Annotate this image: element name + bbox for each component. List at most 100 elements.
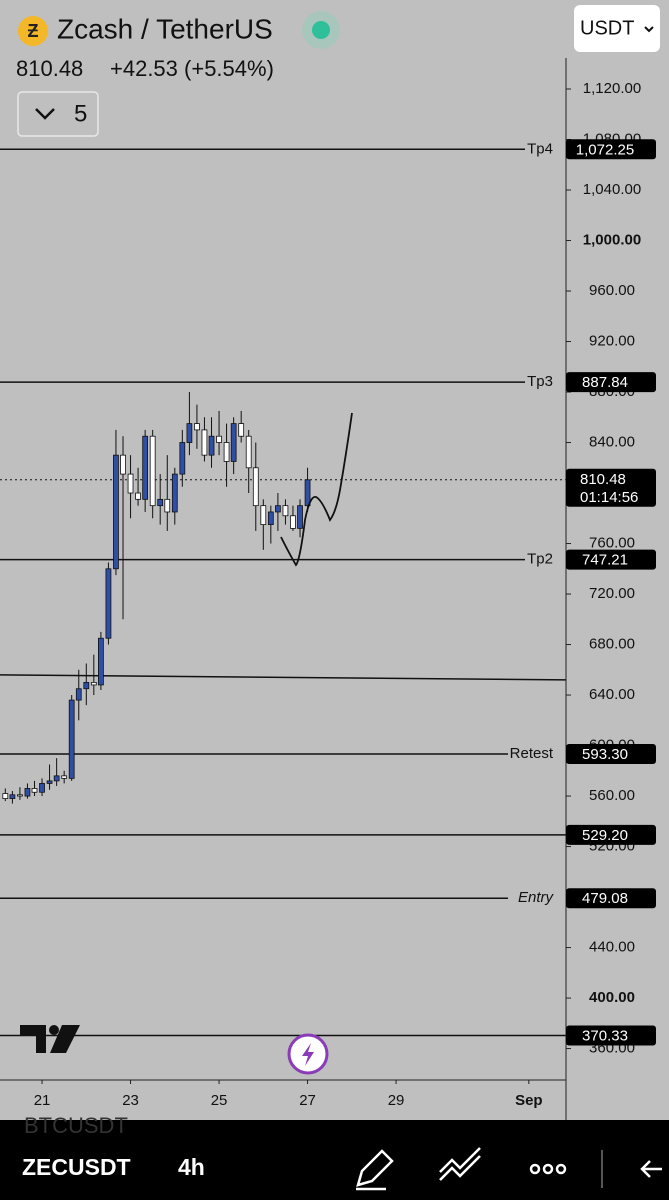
interval-dropdown[interactable]	[17, 91, 99, 137]
x-tick-label: 25	[211, 1092, 228, 1109]
level-price: 479.08	[582, 890, 628, 907]
level-price-box	[566, 372, 656, 393]
bottom-bar	[0, 1120, 669, 1200]
candle-body	[297, 505, 303, 529]
y-tick-label: 1,040.00	[583, 181, 641, 198]
x-tick-label: 23	[122, 1092, 139, 1109]
currency-label: USDT	[580, 17, 634, 39]
draw-tool-icon[interactable]	[356, 1149, 394, 1191]
candle-body	[75, 688, 82, 701]
y-tick-label: 760.00	[589, 535, 635, 552]
level-price: 1,072.25	[576, 141, 634, 158]
level-price-box	[566, 549, 656, 570]
coin-logo-glyph: Ƶ	[28, 21, 39, 41]
candle-body	[275, 505, 281, 513]
candle-body	[304, 479, 311, 507]
coin-logo	[18, 16, 48, 46]
level-name: Entry	[518, 889, 555, 906]
symbol-name: Zcash / TetherUS	[57, 13, 273, 44]
candle-body	[113, 454, 119, 570]
candle-body	[83, 682, 90, 690]
level-price: 370.33	[582, 1027, 628, 1044]
candle-body	[31, 788, 38, 793]
candle-body	[164, 498, 171, 513]
level-price-box	[566, 888, 656, 909]
level-price-box	[566, 1025, 656, 1046]
candle-body	[171, 473, 178, 513]
plot: 1,120.001,080.001,040.001,000.00960.0092…	[0, 80, 641, 1109]
y-tick-label: 680.00	[589, 636, 635, 653]
trend-line	[0, 674, 567, 681]
footer-interval[interactable]: 4h	[178, 1154, 205, 1180]
level-price-box	[566, 139, 656, 160]
candle-body	[186, 423, 193, 443]
x-tick-label: 29	[388, 1092, 405, 1109]
candle-body	[290, 515, 296, 529]
more-icon[interactable]	[529, 1163, 567, 1175]
back-icon[interactable]	[640, 1160, 662, 1178]
candle-body	[179, 442, 186, 475]
tradingview-logo	[20, 1025, 80, 1053]
footer-symbol[interactable]: ZECUSDT	[22, 1154, 131, 1180]
lightning-icon	[302, 1043, 314, 1066]
candle-body	[90, 682, 97, 686]
y-tick-label: 560.00	[589, 787, 635, 804]
candle-body	[282, 505, 289, 517]
candle-body	[68, 699, 75, 779]
candle-body	[53, 775, 60, 782]
candle-body	[142, 435, 149, 500]
header-price: 810.48	[16, 56, 83, 81]
candle-body	[157, 498, 164, 507]
candle-body	[260, 505, 267, 525]
candle-body	[149, 435, 156, 507]
candle-body	[267, 511, 274, 525]
candle-body	[223, 442, 230, 462]
candle-body	[252, 467, 259, 507]
candle-body	[105, 568, 112, 639]
candle-body	[17, 794, 23, 797]
candle-body	[98, 637, 104, 686]
candle-body	[61, 775, 68, 779]
last-price-label: 810.48	[580, 471, 626, 488]
y-tick-label: 840.00	[589, 433, 635, 450]
y-tick-label: 1,000.00	[583, 231, 641, 248]
drawn-projection	[280, 412, 353, 567]
level-price: 529.20	[582, 827, 628, 844]
indicators-icon[interactable]	[439, 1147, 481, 1181]
last-price-box	[566, 468, 656, 507]
candle-body	[201, 429, 208, 456]
level-price: 747.21	[582, 552, 628, 569]
y-tick-label: 440.00	[589, 939, 635, 956]
candle-body	[127, 473, 134, 494]
candle-body	[9, 794, 16, 799]
candle-body	[39, 783, 45, 793]
x-tick-label: 21	[34, 1092, 51, 1109]
candle-body	[230, 423, 237, 462]
currency-chevron	[644, 26, 654, 33]
y-tick-label: 400.00	[589, 989, 635, 1006]
y-tick-label: 1,120.00	[583, 80, 641, 97]
candle-body	[24, 788, 31, 797]
level-price-box	[566, 744, 656, 765]
countdown: 01:14:56	[580, 489, 638, 506]
status-dot	[312, 21, 330, 39]
candle-body	[2, 793, 9, 799]
candle-body	[238, 423, 245, 437]
currency-button[interactable]	[574, 5, 660, 52]
candle-body	[208, 435, 215, 456]
level-price: 593.30	[582, 746, 628, 763]
y-tick-label: 720.00	[589, 585, 635, 602]
y-tick-label: 640.00	[589, 686, 635, 703]
x-tick-label: Sep	[515, 1092, 543, 1109]
level-name: Tp2	[527, 551, 553, 568]
y-tick-label: 920.00	[589, 332, 635, 349]
tradingview-logo-dot	[49, 1025, 59, 1035]
ghost-symbol: BTCUSDT	[24, 1113, 128, 1138]
dropdown-chevron	[35, 108, 55, 120]
level-name: Tp3	[527, 373, 553, 390]
interval-count: 5	[74, 100, 87, 127]
level-name: Retest	[510, 745, 554, 762]
header-change: +42.53 (+5.54%)	[110, 56, 274, 81]
